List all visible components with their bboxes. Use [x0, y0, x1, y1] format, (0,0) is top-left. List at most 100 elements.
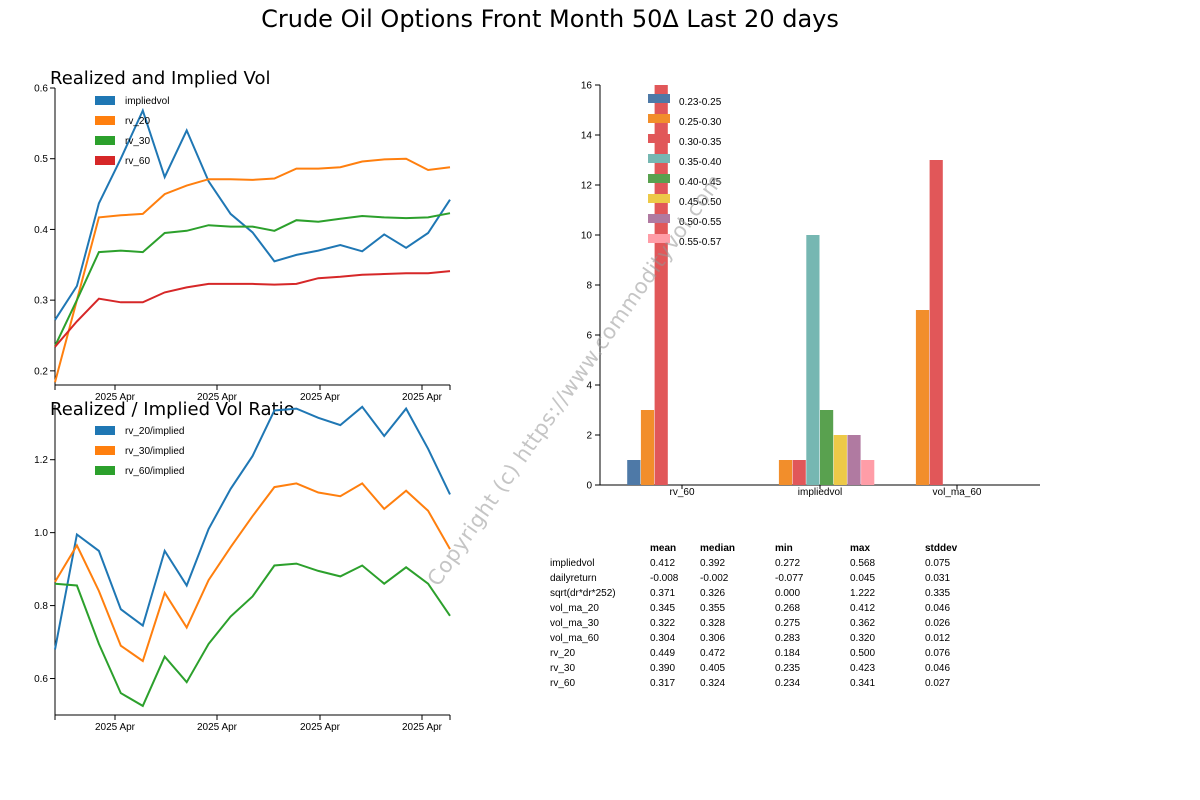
stats-cell: 0.272	[775, 558, 801, 569]
line-chart-1: 0.6 0.8 1.0 1.2 2025 Apr 2025 Apr 2025 Apr 2025…	[34, 405, 451, 733]
stats-cell: 0.000	[775, 588, 801, 599]
legend-label: rv_60	[125, 156, 150, 167]
stats-cell: 0.449	[650, 648, 676, 659]
x-tick-label: 2025 Apr	[402, 722, 443, 733]
bar-vol_ma_60-0.30-0.35	[929, 160, 943, 485]
y-tick-label: 0.6	[34, 84, 48, 95]
histogram-chart: 0 2 4 6 8 10 12 14 16 rv_60 impliedvol vol_ma_60 0.2…	[581, 81, 1040, 498]
stats-column-header	[550, 541, 650, 556]
stats-cell: 0.326	[700, 588, 726, 599]
series-line-rv_20	[54, 157, 451, 383]
legend-label: rv_20	[125, 116, 150, 127]
stats-cell: 0.184	[775, 648, 801, 659]
stats-cell: 0.392	[700, 558, 726, 569]
ratio-chart-title: Realized / Implied Vol Ratio	[50, 399, 295, 420]
bar-impliedvol-0.50-0.55	[847, 435, 861, 485]
legend-label: rv_20/implied	[125, 426, 184, 437]
series-line-impliedvol	[54, 107, 451, 321]
legend-swatch	[95, 136, 115, 145]
stats-cell: 0.341	[850, 678, 876, 689]
stats-cell: 0.234	[775, 678, 801, 689]
legend-swatch	[95, 116, 115, 125]
stats-row: sqrt(dr*dr*252) 0.371 0.326 0.000 1.222 0.335	[550, 586, 985, 601]
stats-row-label: rv_60	[550, 678, 576, 689]
stats-row-label: rv_30	[550, 663, 576, 674]
stats-row: vol_ma_30 0.322 0.328 0.275 0.362 0.026	[550, 616, 985, 631]
stats-cell: 0.306	[700, 633, 726, 644]
x-tick-label: 2025 Apr	[95, 722, 136, 733]
stats-cell: 0.412	[650, 558, 676, 569]
y-tick-label: 0.6	[34, 674, 48, 685]
stats-cell: 0.046	[925, 603, 951, 614]
bar-impliedvol-0.30-0.35	[792, 460, 806, 485]
stats-row: rv_20 0.449 0.472 0.184 0.500 0.076	[550, 646, 985, 661]
legend-swatch	[648, 174, 670, 183]
legend-label: rv_30	[125, 136, 150, 147]
stats-column-header: median	[700, 543, 736, 554]
x-tick-label: 2025 Apr	[402, 392, 443, 403]
stats-row-label: sqrt(dr*dr*252)	[550, 588, 616, 599]
bar-rv_60-0.30-0.35	[654, 85, 668, 485]
stats-cell: 0.317	[650, 678, 676, 689]
bar-impliedvol-0.45-0.50	[833, 435, 847, 485]
series-line-rv_30	[54, 212, 451, 347]
y-tick-label: 0.8	[34, 601, 48, 612]
stats-cell: 0.423	[850, 663, 876, 674]
stats-cell: 0.371	[650, 588, 676, 599]
y-tick-label: 0.4	[34, 225, 48, 236]
stats-cell: 0.472	[700, 648, 726, 659]
legend-label: 0.45-0.50	[679, 197, 722, 208]
stats-cell: 0.275	[775, 618, 801, 629]
stats-row: vol_ma_20 0.345 0.355 0.268 0.412 0.046	[550, 601, 985, 616]
series-line-rv_20/implied	[54, 405, 451, 650]
stats-cell: 0.283	[775, 633, 801, 644]
y-tick-label: 14	[581, 131, 593, 142]
vol-chart-title: Realized and Implied Vol	[50, 68, 271, 89]
legend-swatch	[648, 234, 670, 243]
stats-cell: 0.405	[700, 663, 726, 674]
x-tick-label: 2025 Apr	[95, 392, 136, 403]
y-tick-label: 0	[586, 481, 592, 492]
y-tick-label: 0.3	[34, 296, 48, 307]
stats-row: dailyreturn -0.008 -0.002 -0.077 0.045 0.031	[550, 571, 985, 586]
bar-rv_60-0.25-0.30	[640, 410, 655, 485]
y-tick-label: 12	[581, 181, 593, 192]
x-tick-label: 2025 Apr	[300, 722, 341, 733]
stats-cell: 0.046	[925, 663, 951, 674]
stats-cell: 0.412	[850, 603, 876, 614]
stats-cell: 0.568	[850, 558, 876, 569]
stats-cell: 1.222	[850, 588, 876, 599]
legend-swatch	[95, 156, 115, 165]
stats-cell: 0.390	[650, 663, 676, 674]
stats-cell: 0.235	[775, 663, 801, 674]
page-title: Crude Oil Options Front Month 50Δ Last 2…	[261, 5, 839, 33]
bar-impliedvol-0.35-0.40	[806, 235, 820, 485]
stats-cell: 0.031	[925, 573, 951, 584]
legend-label: 0.40-0.45	[679, 177, 722, 188]
stats-cell: 0.027	[925, 678, 951, 689]
stats-cell: -0.002	[700, 573, 729, 584]
y-tick-label: 16	[581, 81, 593, 92]
stats-cell: -0.077	[775, 573, 804, 584]
stats-row: rv_30 0.390 0.405 0.235 0.423 0.046	[550, 661, 985, 676]
legend-swatch	[648, 154, 670, 163]
stats-cell: 0.268	[775, 603, 801, 614]
stats-cell: 0.322	[650, 618, 676, 629]
bar-impliedvol-0.40-0.45	[820, 410, 834, 485]
stats-cell: -0.008	[650, 573, 679, 584]
series-line-rv_60/implied	[54, 562, 451, 708]
stats-cell: 0.012	[925, 633, 951, 644]
stats-cell: 0.500	[850, 648, 876, 659]
legend-swatch	[648, 214, 670, 223]
stats-cell: 0.345	[650, 603, 676, 614]
stats-cell: 0.304	[650, 633, 676, 644]
bar-impliedvol-0.25-0.30	[778, 460, 793, 485]
stats-row: rv_60 0.317 0.324 0.234 0.341 0.027	[550, 676, 985, 691]
stats-row: vol_ma_60 0.304 0.306 0.283 0.320 0.012	[550, 631, 985, 646]
stats-row-label: vol_ma_20	[550, 603, 599, 614]
bar-rv_60-0.23-0.25	[627, 460, 641, 485]
series-line-rv_60	[54, 270, 451, 348]
stats-header-row: mean median min max stddev	[550, 541, 985, 556]
stats-cell: 0.045	[850, 573, 876, 584]
